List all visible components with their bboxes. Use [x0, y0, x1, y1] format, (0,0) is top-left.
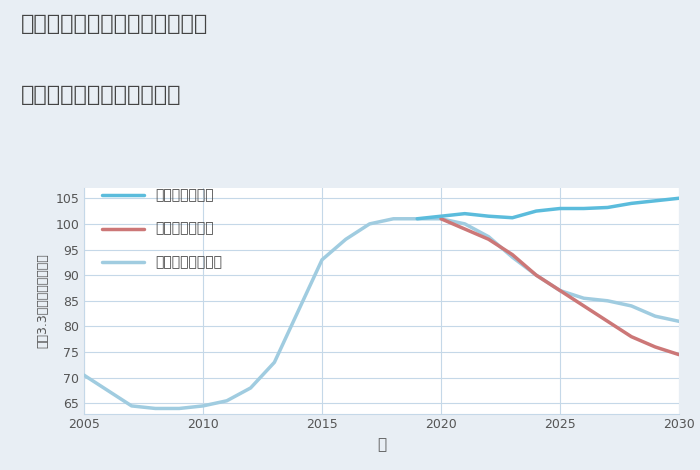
Text: バッドシナリオ: バッドシナリオ — [155, 222, 214, 235]
Text: 福岡県みやま市瀬高町大廣園の: 福岡県みやま市瀬高町大廣園の — [21, 14, 209, 34]
X-axis label: 年: 年 — [377, 437, 386, 452]
Text: ノーマルシナリオ: ノーマルシナリオ — [155, 256, 223, 269]
Y-axis label: 坪（3.3㎡）単価（万円）: 坪（3.3㎡）単価（万円） — [36, 253, 50, 348]
Text: 中古マンションの価格推移: 中古マンションの価格推移 — [21, 85, 181, 105]
Text: グッドシナリオ: グッドシナリオ — [155, 188, 214, 202]
